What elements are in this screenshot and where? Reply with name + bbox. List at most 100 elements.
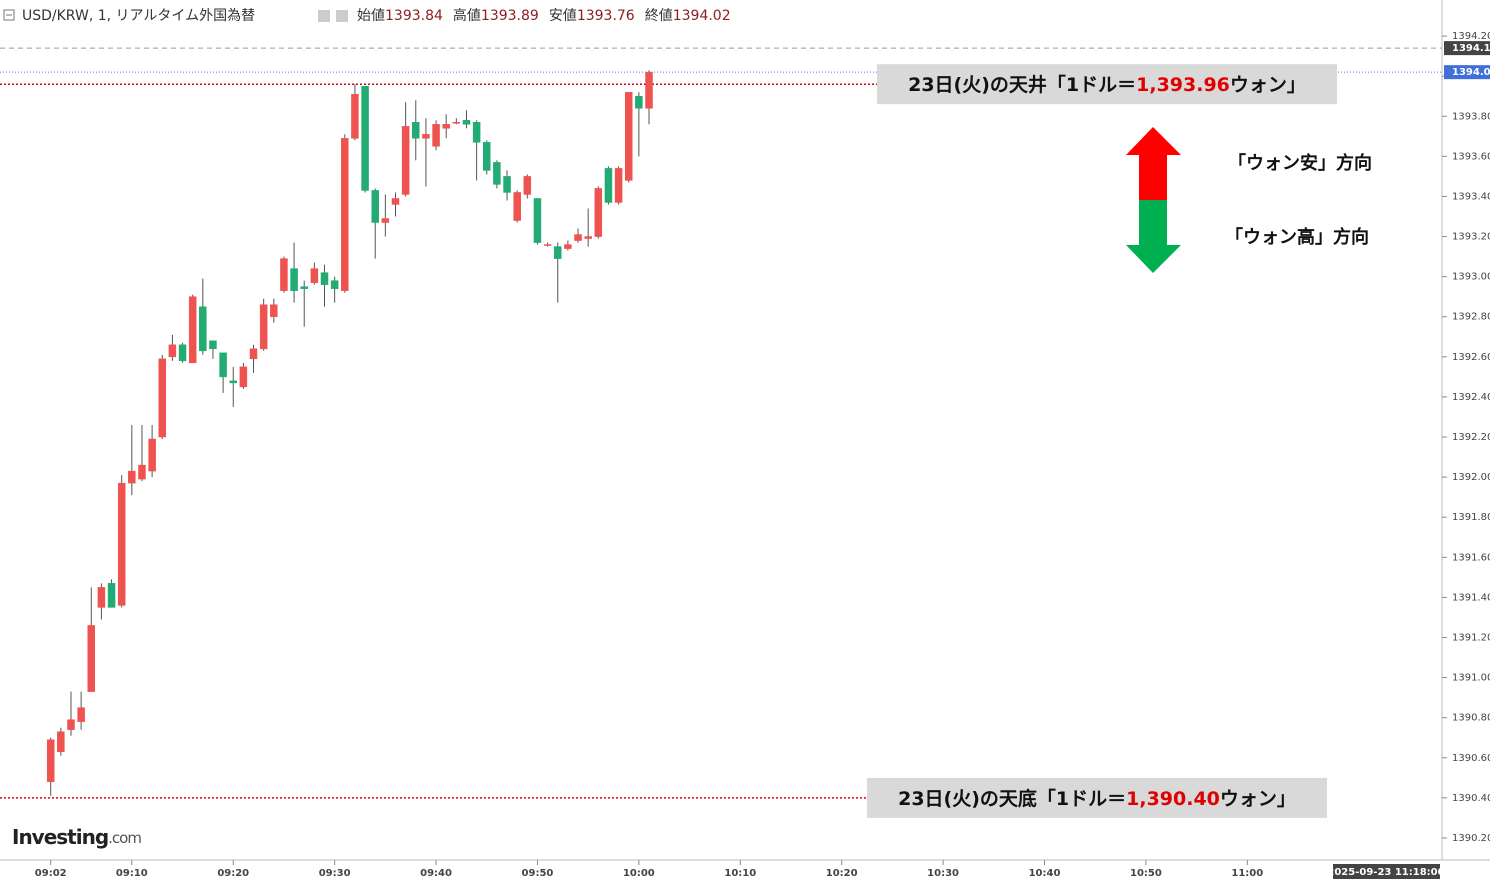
candle-body xyxy=(523,176,532,195)
last-price-label: 1394.02 xyxy=(1452,67,1490,78)
ohlc-label: 高値 xyxy=(453,7,481,24)
y-tick-label: 1391.00 xyxy=(1452,673,1490,684)
annotation-box xyxy=(867,777,1327,818)
candle-body xyxy=(452,122,461,124)
candle-body xyxy=(604,168,613,203)
candle-body xyxy=(462,120,471,125)
candle-body xyxy=(401,126,410,195)
candle-body xyxy=(422,134,430,139)
annotation-text: 23日(火)の天底「1ドル＝ xyxy=(898,786,1126,809)
candle-body xyxy=(564,244,572,249)
candle-body xyxy=(371,190,379,223)
ohlc-value: 1394.02 xyxy=(673,8,731,24)
candle-body xyxy=(280,258,288,291)
candle-body xyxy=(614,168,623,203)
annotation-box xyxy=(877,64,1337,105)
ohlc-value: 1393.84 xyxy=(385,8,443,24)
x-tick-label: 10:00 xyxy=(623,868,655,879)
candle-body xyxy=(188,296,197,364)
x-tick-label: 10:50 xyxy=(1130,868,1162,879)
candle-body xyxy=(67,719,75,730)
y-tick-label: 1393.40 xyxy=(1452,191,1490,202)
logo-suffix: .com xyxy=(108,829,141,847)
y-tick-label: 1391.60 xyxy=(1452,552,1490,563)
settings-icon[interactable] xyxy=(318,10,330,22)
x-tick-label: 09:50 xyxy=(522,868,554,879)
candle-body xyxy=(584,236,592,239)
x-tick-label: 09:20 xyxy=(217,868,249,879)
timestamp: 2025-09-23 11:18:00 xyxy=(1327,867,1444,878)
candle-body xyxy=(493,162,501,185)
candle-body xyxy=(46,739,55,783)
legend-label: 「ウォン高」方向 xyxy=(1225,226,1369,248)
y-tick-label: 1393.00 xyxy=(1452,272,1490,283)
legend-label: 「ウォン安」方向 xyxy=(1228,152,1372,174)
candle-body xyxy=(229,380,237,384)
candle-body xyxy=(553,246,562,259)
timestamp-box xyxy=(1333,864,1440,879)
candle-body xyxy=(361,85,369,191)
ohlc-label: 終値 xyxy=(645,8,673,24)
ohlc-value: 1393.89 xyxy=(481,8,539,24)
logo: Investing.com xyxy=(12,825,141,849)
candle-body xyxy=(341,138,349,291)
x-tick-label: 11:00 xyxy=(1231,868,1263,879)
y-tick-label: 1392.40 xyxy=(1452,392,1490,403)
candle-body xyxy=(594,188,603,237)
y-tick-label: 1393.20 xyxy=(1452,232,1490,243)
y-tick-label: 1391.40 xyxy=(1452,592,1490,603)
symbol: USD/KRW, 1, リアルタイム外国為替 xyxy=(22,8,255,24)
y-tick-label: 1393.80 xyxy=(1452,111,1490,122)
y-tick-label: 1390.60 xyxy=(1452,753,1490,764)
settings-icon[interactable] xyxy=(336,10,348,22)
candle-body xyxy=(624,91,633,181)
candle-body xyxy=(270,304,278,317)
annotation: 23日(火)の天底「1ドル＝1,390.40ウォン」 xyxy=(898,786,1296,809)
collapse-icon[interactable] xyxy=(3,9,15,21)
x-tick-label: 09:30 xyxy=(319,868,351,879)
candle-body xyxy=(117,482,126,606)
y-tick-label: 1390.20 xyxy=(1452,833,1490,844)
candle-body xyxy=(533,198,542,243)
candle-body xyxy=(442,124,450,129)
candle-body xyxy=(158,358,167,438)
candle-body xyxy=(87,625,96,692)
x-tick-label: 09:10 xyxy=(116,868,148,879)
y-tick-label: 1393.60 xyxy=(1452,151,1490,162)
ohlc-label: 始値 xyxy=(357,8,385,24)
last-price-box xyxy=(1444,65,1490,80)
ohlc-header: 始値1393.84 高値1393.89 安値1393.76 終値1394.02 xyxy=(357,7,731,24)
candle-body xyxy=(57,731,65,752)
annotation: 23日(火)の天井「1ドル＝1,393.96ウォン」 xyxy=(908,73,1306,96)
candle-body xyxy=(178,344,187,362)
header: USD/KRW, 1, リアルタイム外国為替 始値1393.84 高値1393.8… xyxy=(3,7,731,24)
candle-body xyxy=(199,306,207,352)
candle-body xyxy=(97,587,106,608)
x-tick-label: 09:02 xyxy=(35,868,67,879)
candle-body xyxy=(543,244,552,246)
candle-body xyxy=(330,280,339,289)
candle-body xyxy=(168,344,177,358)
candle-body xyxy=(209,340,217,350)
annotation-value: 1,390.40 xyxy=(1126,787,1220,809)
candle-body xyxy=(432,124,440,147)
y-tick-label: 1392.60 xyxy=(1452,352,1490,363)
annotation-text: 23日(火)の天井「1ドル＝ xyxy=(908,73,1136,96)
candle-body xyxy=(391,198,400,205)
y-tick-label: 1392.00 xyxy=(1452,472,1490,483)
y-tick-label: 1390.40 xyxy=(1452,793,1490,804)
candle-body xyxy=(381,218,390,223)
candle-body xyxy=(645,71,653,109)
ohlc-label: 安値 xyxy=(549,8,577,24)
candle-body xyxy=(574,234,582,241)
y-tick-label: 1392.80 xyxy=(1452,312,1490,323)
x-tick-label: 10:10 xyxy=(724,868,756,879)
y-tick-label: 1392.20 xyxy=(1452,432,1490,443)
candle-body xyxy=(290,268,298,291)
direction-legend: 「ウォン安」方向 「ウォン高」方向 xyxy=(1126,127,1372,273)
candle-body xyxy=(320,272,329,285)
candle-body xyxy=(107,583,116,608)
candle-body xyxy=(239,366,248,388)
high-label: 1394.14 xyxy=(1452,43,1490,54)
